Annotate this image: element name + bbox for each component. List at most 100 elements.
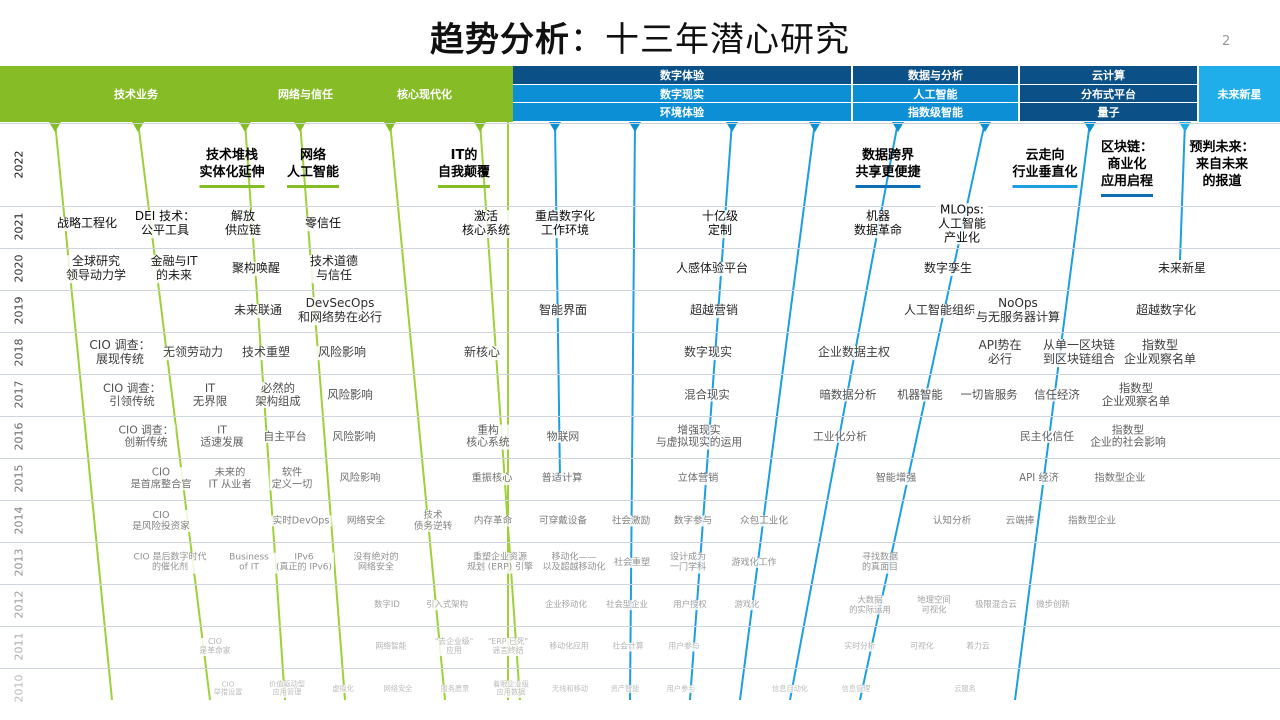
trend-line — [54, 121, 113, 701]
trend-item: 新核心 — [461, 345, 503, 360]
trend-item: 认知分析 — [930, 515, 974, 527]
trend-header-2022: IT的 自我颠覆 — [437, 148, 491, 188]
trend-item: 虚拟化 — [330, 683, 356, 694]
trend-item: 重构 核心系统 — [464, 423, 512, 450]
trend-item: 人感体验平台 — [673, 261, 751, 276]
trend-item: 内存革命 — [471, 515, 515, 527]
trend-item: 全球研究 领导动力学 — [63, 254, 129, 283]
trend-item: 用户参与 — [666, 641, 702, 652]
band-digital-experience: 数字体验 — [513, 66, 851, 84]
year-label: 2019 — [12, 296, 26, 325]
trend-item: 移动化应用 — [547, 641, 591, 652]
trend-item: 暗数据分析 — [817, 387, 879, 402]
trend-item: 零信任 — [302, 216, 344, 231]
trend-item: 微步创新 — [1034, 599, 1072, 610]
trend-item: 用户参与 — [664, 683, 698, 694]
trend-item: 重塑企业资源 规划 (ERP) 引擎 — [464, 552, 536, 574]
trend-marker — [294, 122, 306, 132]
year-row-divider — [0, 290, 1280, 291]
band-label-network-trust: 网络与信任 — [278, 88, 333, 101]
trend-item: 信息管理 — [839, 683, 873, 694]
trend-item: 数字现实 — [681, 345, 735, 360]
trend-item: 数字参与 — [671, 515, 715, 527]
trend-item: 物联网 — [544, 429, 582, 444]
trend-item: 众包工业化 — [738, 515, 790, 527]
trend-item: 指数型企业 — [1092, 473, 1148, 485]
trend-item: 服务愿景 — [438, 683, 472, 694]
trend-item: "去企业级" 应用 — [432, 637, 476, 656]
band-label-tech-business: 技术业务 — [114, 88, 158, 101]
trend-marker — [1179, 122, 1191, 132]
year-label: 2017 — [12, 380, 26, 409]
year-label: 2016 — [12, 422, 26, 451]
trend-item: 软件 定义一切 — [269, 467, 315, 491]
trend-item: 企业移动化 — [543, 599, 589, 610]
trend-item: CIO 是首席整合官 — [128, 467, 194, 491]
trend-header-2022: 技术堆栈 实体化延伸 — [199, 148, 265, 188]
trend-item: 自主平台 — [261, 429, 309, 444]
band-ambient-experience: 环境体验 — [513, 103, 851, 121]
year-row-divider — [0, 626, 1280, 627]
trend-marker — [474, 122, 486, 132]
trend-item: 用户授权 — [671, 599, 709, 610]
trend-item: 网络智能 — [373, 641, 409, 652]
trend-item: IPv6 (真正的 IPv6) — [273, 552, 335, 574]
trend-item: 指数型 企业观察名单 — [1121, 338, 1199, 367]
trend-item: 解放 供应链 — [222, 209, 264, 238]
green-band: 技术业务 网络与信任 核心现代化 — [0, 66, 513, 122]
trend-item: 云服务 — [952, 683, 978, 694]
trend-item: MLOps: 人工智能 产业化 — [935, 202, 989, 245]
trend-item: 技术重塑 — [239, 345, 293, 360]
band-cloud: 云计算 — [1020, 66, 1197, 84]
trend-line — [629, 121, 636, 701]
band-label-core-modernization: 核心现代化 — [397, 88, 452, 101]
year-row-divider — [0, 206, 1280, 207]
year-label: 2014 — [12, 506, 26, 535]
trend-marker — [892, 122, 904, 132]
trend-item: API 经济 — [1017, 473, 1061, 485]
trend-marker — [726, 122, 738, 132]
trend-marker — [132, 122, 144, 132]
trend-item: 设计成为 一门学科 — [667, 552, 709, 574]
trend-item: 可视化 — [908, 641, 936, 652]
year-row-divider — [0, 584, 1280, 585]
band-future-stars: 未来新星 — [1199, 66, 1280, 122]
year-row-divider — [0, 248, 1280, 249]
trend-item: 风险影响 — [315, 345, 369, 360]
trend-header-2022: 预判未来： 来自未来 的报道 — [1189, 140, 1255, 189]
trend-item: NoOps 与无服务器计算 — [973, 296, 1063, 325]
trend-item: 指数型企业 — [1066, 515, 1118, 527]
trend-item: 着眼企业级 应用数据 — [491, 679, 531, 698]
trend-item: 价值驱动型 应用管理 — [267, 679, 307, 698]
year-row-divider — [0, 374, 1280, 375]
trend-marker — [1084, 122, 1096, 132]
trend-marker — [239, 122, 251, 132]
trend-item: 重启数字化 工作环境 — [532, 209, 598, 238]
trend-item: 技术 债务逆转 — [411, 509, 455, 533]
trend-item: DevSecOps 和网络势在必行 — [295, 296, 385, 325]
trend-item: 机器智能 — [895, 387, 945, 402]
trend-marker — [809, 122, 821, 132]
trend-item: 没有绝对的 网络安全 — [351, 552, 401, 574]
trend-item: IT 适速发展 — [198, 423, 246, 450]
trend-item: 普适计算 — [539, 473, 585, 485]
year-label: 2020 — [12, 254, 26, 283]
trend-item: 激活 核心系统 — [459, 209, 513, 238]
trend-line — [1014, 121, 1091, 701]
trend-item: 资产智能 — [608, 683, 642, 694]
year-row-divider — [0, 123, 1280, 124]
year-label: 2010 — [12, 674, 26, 703]
year-label: 2013 — [12, 548, 26, 577]
trend-marker — [384, 122, 396, 132]
trend-item: CIO 调查： 引领传统 — [100, 380, 164, 409]
trend-item: 增强现实 与虚拟现实的运用 — [653, 423, 745, 450]
trend-item: 未来新星 — [1155, 261, 1209, 276]
year-row-divider — [0, 458, 1280, 459]
trend-marker — [49, 122, 61, 132]
trend-item: 指数型 企业观察名单 — [1099, 380, 1173, 409]
trend-item: CIO 调查： 展现传统 — [87, 338, 153, 367]
band-exponential-intelligence: 指数级智能 — [853, 103, 1018, 121]
trend-item: DEI 技术： 公平工具 — [132, 209, 198, 238]
trend-item: CIO 是后数字时代 的催化剂 — [131, 552, 209, 574]
trend-item: 数字孪生 — [921, 261, 975, 276]
